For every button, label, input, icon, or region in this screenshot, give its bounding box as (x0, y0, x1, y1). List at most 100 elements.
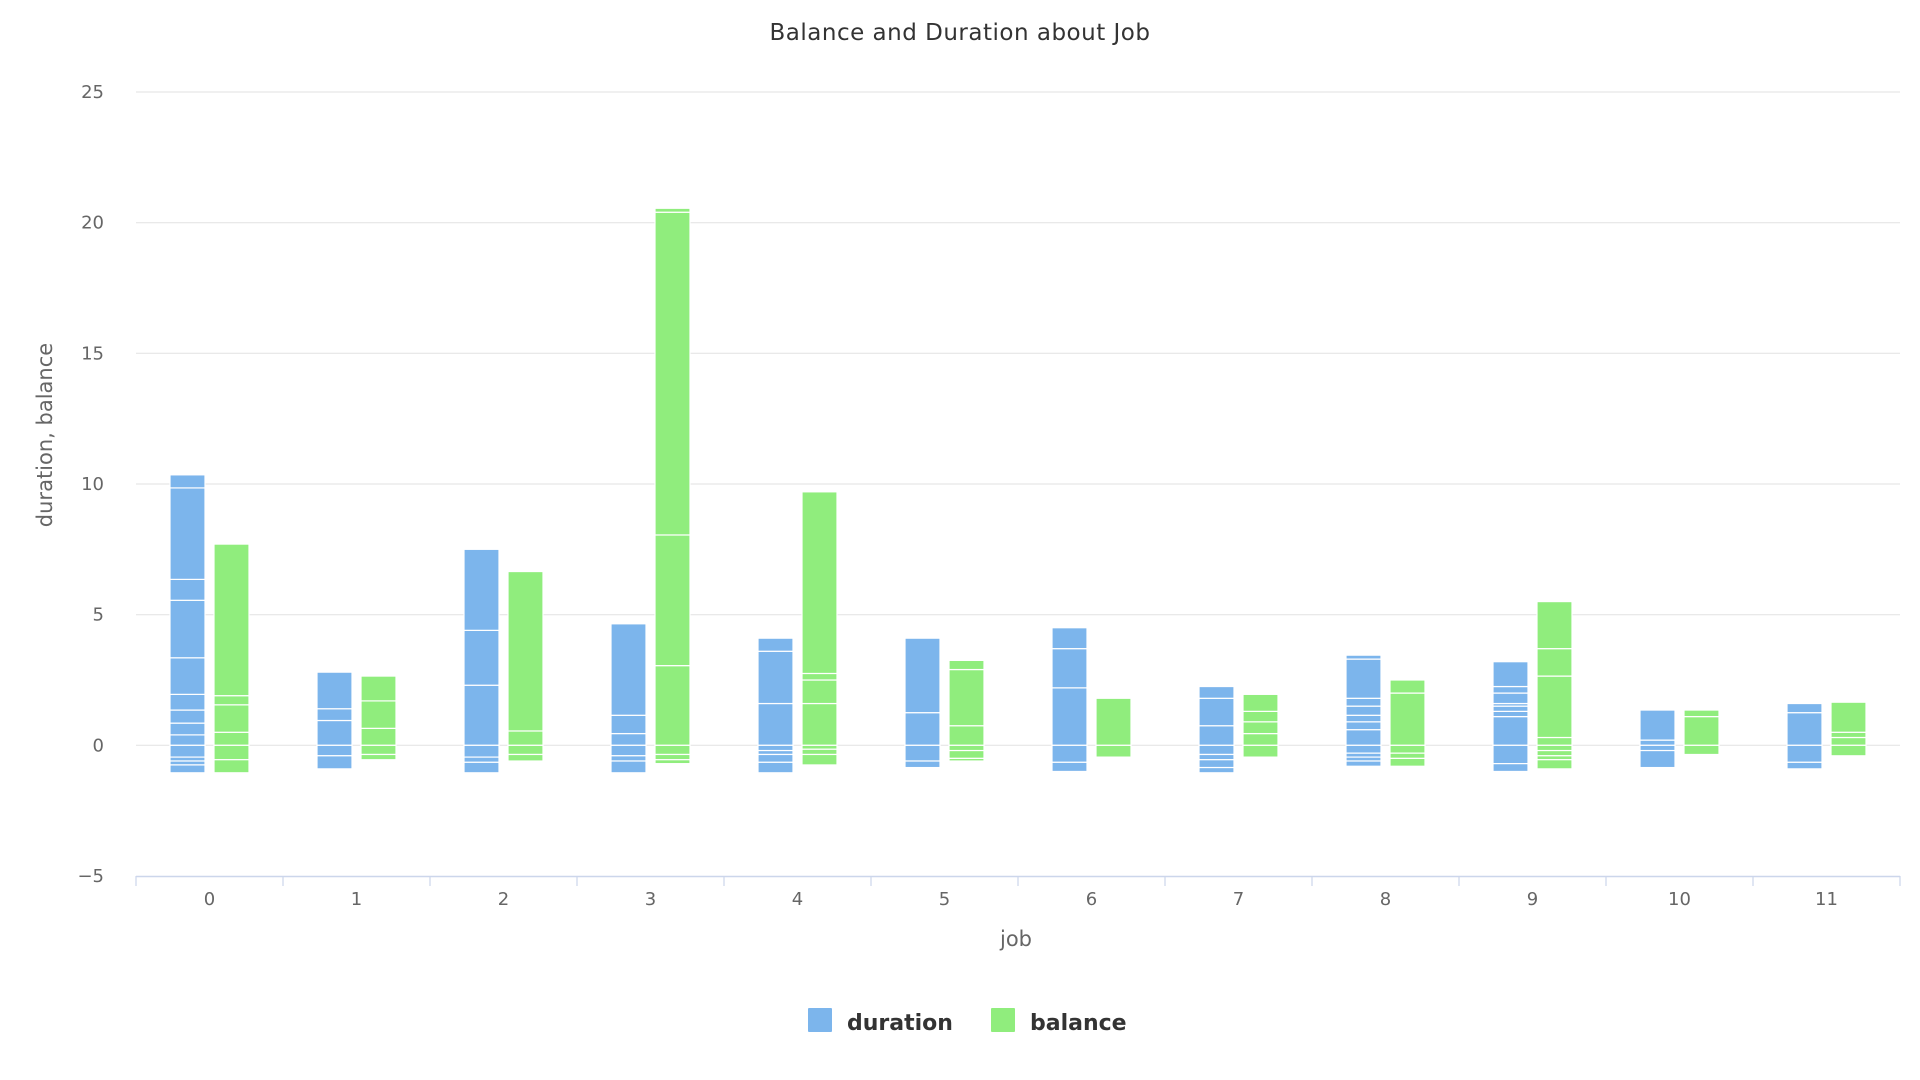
duration-bar-segment (1639, 749, 1676, 769)
duration-bar-segment (1198, 759, 1235, 769)
duration-bar-segment (169, 734, 206, 746)
balance-bar-segment (1389, 692, 1426, 746)
balance-bar-segment (948, 668, 985, 727)
duration-bar-segment (1051, 761, 1088, 773)
duration-bar-segment (1345, 705, 1382, 716)
duration-bar-segment (610, 714, 647, 735)
duration-bar-segment (757, 753, 794, 763)
balance-bar-segment (360, 675, 397, 702)
x-tick-label: 4 (792, 889, 803, 910)
gridlines (136, 91, 1900, 746)
duration-bar-segment (610, 755, 647, 762)
duration-bar-segment (1198, 725, 1235, 746)
duration-bar-segment (316, 755, 353, 770)
balance-bar-segment (213, 744, 250, 761)
balance-bar-segment (1536, 736, 1573, 746)
x-axis: 0 1 2 3 4 5 6 7 8 9 10 11 (135, 875, 1901, 910)
duration-bar-segment (169, 657, 206, 695)
duration-bar-segment (1492, 710, 1529, 718)
balance-bar-segment (654, 759, 691, 765)
duration-bar-segment (757, 637, 794, 652)
y-tick-label: 0 (93, 735, 104, 756)
balance-bar-segment (1830, 701, 1867, 733)
balance-bar-segment (1683, 744, 1720, 756)
balance-bar-segment (213, 543, 250, 697)
balance-bar-segment (507, 753, 544, 762)
duration-bar-segment (169, 599, 206, 659)
balance-bar-segment (1536, 675, 1573, 739)
balance-bar-segment (1536, 744, 1573, 752)
legend-label-duration: duration (847, 1011, 953, 1036)
duration-bar-segment (1639, 744, 1676, 752)
duration-bar-segment (169, 487, 206, 580)
duration-bar-segment (1345, 760, 1382, 767)
balance-bar-segment (213, 759, 250, 774)
y-tick-label: −5 (77, 866, 104, 887)
balance-bar-segment (213, 695, 250, 706)
balance-bar-segment (1830, 731, 1867, 739)
legend-swatch-duration (808, 1008, 832, 1032)
duration-bar-segment (463, 756, 500, 763)
duration-bar-segment (1492, 705, 1529, 712)
duration-bar-segment (1492, 715, 1529, 746)
balance-bar-segment (1830, 744, 1867, 757)
duration-bar-segment (1345, 721, 1382, 731)
legend: duration balance (808, 1008, 1127, 1036)
duration-bar-segment (169, 578, 206, 601)
balance-bar-segment (360, 753, 397, 761)
duration-bar-segment (1492, 685, 1529, 694)
duration-bar-segment (169, 722, 206, 736)
duration-bar-segment (463, 629, 500, 686)
duration-bar-segment (1051, 744, 1088, 763)
duration-bar-segment (757, 744, 794, 752)
legend-item-duration: duration (808, 1008, 953, 1036)
balance-bar-segment (948, 659, 985, 671)
x-tick-label: 7 (1233, 889, 1244, 910)
x-tick-label: 5 (939, 889, 950, 910)
duration-bar-segment (757, 650, 794, 705)
y-tick-label: 5 (93, 605, 104, 626)
duration-bar-segment (1345, 658, 1382, 699)
balance-bar-segment (1536, 749, 1573, 757)
balance-bar-segment (1536, 600, 1573, 650)
duration-bar-segment (610, 623, 647, 716)
duration-bar-segment (316, 671, 353, 710)
x-tick-label: 0 (204, 889, 215, 910)
duration-bar-segment (169, 709, 206, 724)
balance-bar-segment (1242, 744, 1279, 758)
balance-bar-segment (801, 753, 838, 766)
balance-bar-segment (360, 700, 397, 729)
duration-bar-segment (1345, 729, 1382, 746)
balance-bar-segment (654, 211, 691, 536)
balance-bar-segment (948, 757, 985, 762)
balance-bar-segment (948, 744, 985, 752)
balance-bar-segment (948, 725, 985, 746)
duration-bar-segment (316, 744, 353, 757)
y-tick-label: 15 (81, 343, 104, 364)
balance-bar-segment (1095, 744, 1132, 758)
duration-bar-segment (316, 708, 353, 722)
balance-bar-segment (507, 570, 544, 732)
duration-bar-segment (1345, 697, 1382, 707)
balance-bar-segment (801, 672, 838, 681)
x-tick-label: 11 (1815, 889, 1838, 910)
balance-bar-segment (1242, 721, 1279, 735)
balance-bar-segment (1683, 709, 1720, 718)
duration-bar-segment (610, 732, 647, 746)
x-tick-label: 9 (1527, 889, 1538, 910)
x-axis-title: job (999, 927, 1032, 951)
duration-bar-segment (904, 744, 941, 762)
balance-bar-segment (801, 679, 838, 705)
balance-bar-segment (948, 749, 985, 759)
duration-bar-segment (463, 761, 500, 774)
y-tick-label: 10 (81, 474, 104, 495)
duration-bar-segment (1198, 766, 1235, 774)
x-tick-label: 10 (1668, 889, 1691, 910)
balance-bar-segment (1536, 648, 1573, 677)
duration-bar-segment (316, 719, 353, 746)
duration-bar-segment (1051, 627, 1088, 650)
balance-bar-segment (654, 207, 691, 213)
duration-bar-segment (1198, 744, 1235, 756)
bars (169, 207, 1867, 774)
